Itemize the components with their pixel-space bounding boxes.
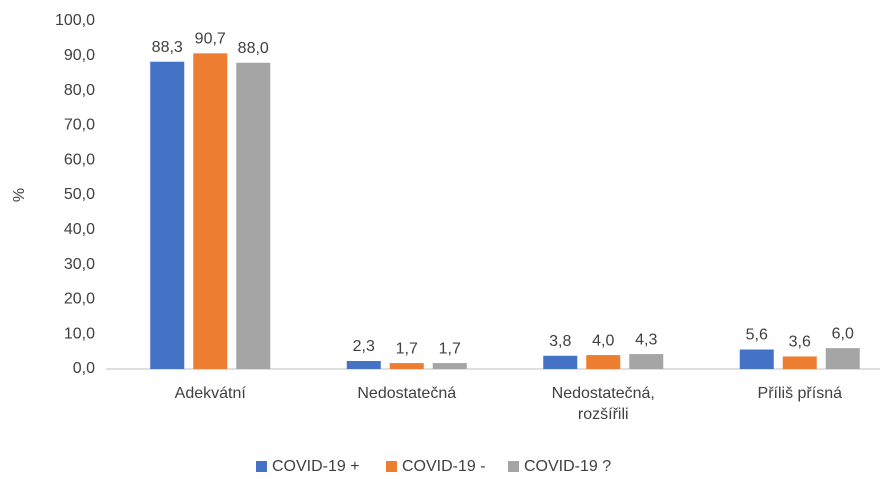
legend-swatch: [508, 461, 519, 472]
data-label: 6,0: [832, 325, 854, 342]
bar: [193, 53, 228, 369]
y-tick-label: 90,0: [64, 47, 95, 64]
bar: [236, 62, 271, 369]
bar: [739, 349, 774, 369]
x-tick-label: Příliš přísná: [757, 385, 842, 402]
y-tick-label: 40,0: [64, 221, 95, 238]
x-tick-label: Nedostatečná, rozšířili: [551, 385, 655, 423]
data-label: 1,7: [396, 340, 418, 357]
y-tick-label: 70,0: [64, 117, 95, 134]
bar: [150, 61, 185, 369]
y-tick-label: 30,0: [64, 256, 95, 273]
data-label: 88,3: [152, 39, 183, 56]
data-label: 90,7: [195, 31, 226, 48]
x-tick-label: Adekvátní: [174, 385, 246, 402]
x-tick-label: Nedostatečná: [357, 385, 457, 402]
y-tick-label: 10,0: [64, 325, 95, 342]
bar: [825, 348, 860, 369]
legend-label: COVID-19 ?: [524, 458, 611, 475]
data-label: 88,0: [238, 40, 269, 57]
y-tick-label: 50,0: [64, 186, 95, 203]
legend-label: COVID-19 +: [272, 458, 360, 475]
y-tick-label: 100,0: [55, 12, 95, 29]
bar: [782, 356, 817, 369]
data-label: 5,6: [746, 327, 768, 344]
legend-swatch: [256, 461, 267, 472]
data-label: 2,3: [353, 338, 375, 355]
data-label: 3,8: [549, 333, 571, 350]
bar: [346, 360, 381, 369]
y-tick-label: 80,0: [64, 82, 95, 99]
y-axis-title: %: [11, 188, 28, 202]
data-label: 4,0: [592, 332, 614, 349]
data-label: 1,7: [439, 340, 461, 357]
legend-swatch: [386, 461, 397, 472]
data-label: 3,6: [789, 334, 811, 351]
bar: [543, 355, 578, 369]
y-tick-label: 20,0: [64, 291, 95, 308]
bar: [586, 355, 621, 369]
y-tick-label: 0,0: [73, 360, 95, 377]
bar: [389, 363, 424, 369]
legend-label: COVID-19 -: [402, 458, 486, 475]
data-label: 4,3: [635, 331, 657, 348]
bar: [432, 363, 467, 369]
y-tick-label: 60,0: [64, 151, 95, 168]
bar: [629, 354, 664, 369]
